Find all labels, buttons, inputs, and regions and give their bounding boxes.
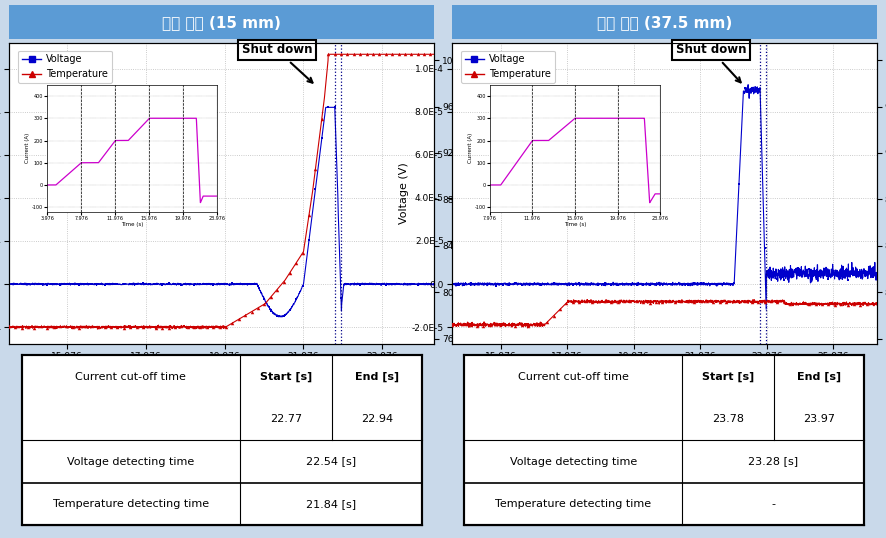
Text: Temperature detecting time: Temperature detecting time [495, 499, 651, 509]
Text: Current cut-off time: Current cut-off time [518, 372, 629, 381]
Text: 23.28 [s]: 23.28 [s] [749, 457, 798, 466]
X-axis label: Time (s): Time (s) [641, 363, 687, 372]
Text: Shut down: Shut down [242, 44, 313, 83]
Text: Start [s]: Start [s] [703, 371, 755, 381]
Text: 22.54 [s]: 22.54 [s] [306, 457, 356, 466]
Text: 23.78: 23.78 [712, 414, 744, 424]
Text: 23.97: 23.97 [804, 414, 835, 424]
Text: 22.77: 22.77 [269, 414, 302, 424]
Text: End [s]: End [s] [797, 371, 842, 381]
Text: 넓은 히터 (37.5 mm): 넓은 히터 (37.5 mm) [596, 15, 732, 30]
Text: End [s]: End [s] [354, 371, 399, 381]
Legend: Voltage, Temperature: Voltage, Temperature [461, 51, 555, 83]
X-axis label: Time (s): Time (s) [199, 363, 245, 372]
Legend: Voltage, Temperature: Voltage, Temperature [18, 51, 112, 83]
Text: Shut down: Shut down [676, 44, 746, 82]
Text: Temperature detecting time: Temperature detecting time [52, 499, 209, 509]
Text: Voltage detecting time: Voltage detecting time [509, 457, 637, 466]
Text: Current cut-off time: Current cut-off time [75, 372, 186, 381]
Text: -: - [772, 499, 775, 509]
Text: 좋은 히터 (15 mm): 좋은 히터 (15 mm) [162, 15, 281, 30]
Y-axis label: Voltage (V): Voltage (V) [399, 162, 409, 224]
Text: Voltage detecting time: Voltage detecting time [67, 457, 194, 466]
Text: Start [s]: Start [s] [260, 371, 312, 381]
Y-axis label: Temperature (K): Temperature (K) [462, 148, 472, 239]
Text: 22.94: 22.94 [361, 414, 392, 424]
Text: 21.84 [s]: 21.84 [s] [306, 499, 356, 509]
